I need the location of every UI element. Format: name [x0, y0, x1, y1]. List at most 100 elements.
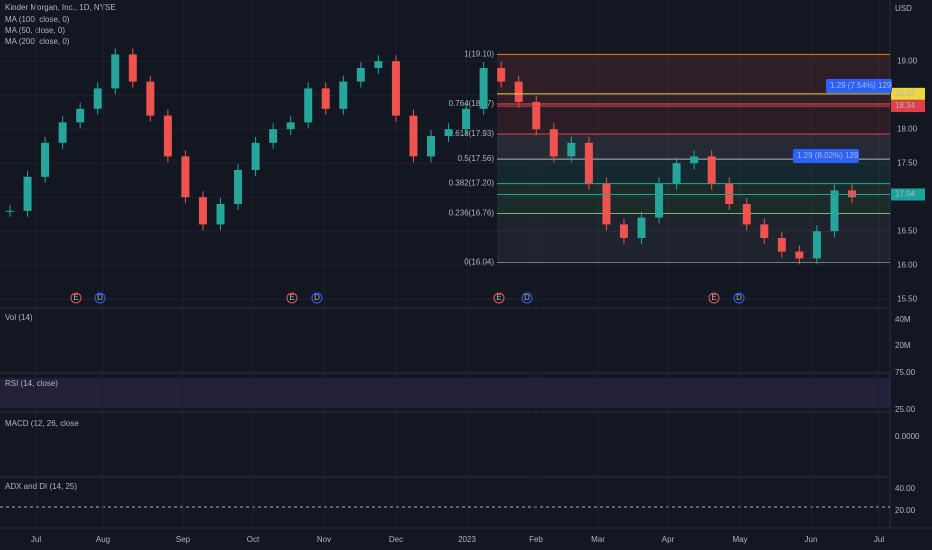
event-label: E — [73, 293, 78, 302]
price-badge — [891, 87, 925, 100]
x-tick-label: Oct — [247, 535, 260, 544]
measure-label: 1.29 (8.02%) 129 — [797, 151, 859, 160]
rsi-band — [0, 378, 890, 408]
candle — [374, 61, 383, 68]
candle — [777, 238, 786, 252]
candle — [444, 129, 453, 136]
pane-tick-label: 0.0000 — [895, 432, 920, 441]
candle — [567, 142, 576, 157]
candle — [427, 136, 435, 157]
candle — [58, 122, 67, 143]
fib-label: 0.764(18.37) — [449, 99, 495, 108]
symbol: Kinder Morgan, Inc., 1D, NYSE — [5, 3, 116, 12]
candle — [672, 163, 681, 184]
event-label: D — [524, 293, 530, 302]
candle — [742, 204, 751, 225]
candle — [725, 183, 734, 204]
candle — [637, 217, 646, 238]
event-marker — [70, 292, 82, 304]
measure-box — [826, 79, 892, 93]
fib-label: 1(19.10) — [464, 50, 494, 59]
pane-title: ADX and DI (14, 25) — [5, 482, 77, 491]
fib-label: 0.618(17.93) — [449, 129, 495, 138]
measure-box — [793, 149, 859, 163]
event-marker — [733, 292, 745, 304]
fib-label: 0.236(16.76) — [449, 209, 495, 218]
candle — [23, 176, 32, 211]
y-tick-label: 17.50 — [897, 158, 918, 167]
measure-label: 1.29 (7.54%) 129 — [830, 81, 892, 90]
candle — [163, 115, 172, 157]
pane-tick-label: 25.00 — [895, 405, 916, 414]
y-tick-label: 15.50 — [897, 294, 918, 303]
x-tick-label: 2023 — [458, 535, 476, 544]
candle — [619, 224, 628, 238]
event-marker — [493, 292, 505, 304]
currency: USD — [895, 4, 912, 13]
event-label: E — [711, 293, 716, 302]
fib-zone — [497, 104, 890, 134]
candle — [198, 197, 207, 225]
candle — [812, 231, 821, 259]
candle — [286, 122, 295, 130]
price-badge-label: 18.34 — [895, 101, 916, 110]
x-tick-label: Nov — [317, 535, 331, 544]
event-label: D — [736, 293, 742, 302]
candle — [760, 224, 769, 238]
x-tick-label: Jul — [874, 535, 884, 544]
candle — [655, 183, 664, 218]
x-tick-label: Apr — [662, 535, 675, 544]
event-label: D — [314, 293, 320, 302]
pane-tick-label: 40M — [895, 315, 911, 324]
candle — [339, 81, 348, 109]
event-label: E — [289, 293, 294, 302]
candle — [690, 156, 699, 164]
price-badge — [891, 188, 925, 201]
event-marker — [311, 292, 323, 304]
candle — [532, 102, 541, 130]
pane-title: Vol (14) — [5, 313, 33, 322]
x-tick-label: Feb — [529, 535, 543, 544]
pane-tick-label: 75.00 — [895, 368, 916, 377]
candle — [356, 68, 365, 82]
fib-label: 0.5(17.56) — [458, 154, 495, 163]
price-badge — [891, 100, 925, 113]
event-label: D — [97, 293, 103, 302]
candle — [93, 88, 102, 109]
candle — [830, 190, 839, 232]
candle — [409, 115, 418, 157]
y-tick-label: 19.00 — [897, 56, 918, 65]
candle — [795, 251, 804, 259]
indicator: MA (200, close, 0) — [5, 37, 70, 46]
candle — [76, 108, 85, 123]
candle — [391, 61, 400, 116]
pane-tick-label: 40.00 — [895, 484, 916, 493]
x-tick-label: Sep — [176, 535, 191, 544]
candle — [251, 142, 260, 170]
y-tick-label: 18.00 — [897, 124, 918, 133]
candle — [514, 81, 523, 102]
price-badge-label: 17.04 — [895, 190, 916, 199]
fib-zone — [497, 54, 890, 105]
event-marker — [94, 292, 106, 304]
event-marker — [521, 292, 533, 304]
event-label: E — [496, 293, 501, 302]
pane-tick-label: 20.00 — [895, 506, 916, 515]
x-tick-label: May — [732, 535, 747, 544]
candle — [128, 54, 137, 82]
x-tick-label: Aug — [96, 535, 110, 544]
candle — [584, 142, 593, 184]
candle — [6, 210, 14, 212]
indicator: MA (50, close, 0) — [5, 26, 65, 35]
x-tick-label: Dec — [389, 535, 403, 544]
candle — [321, 88, 330, 109]
candle — [497, 68, 506, 82]
y-tick-label: 16.50 — [897, 226, 918, 235]
candle — [602, 183, 611, 225]
fib-label: 0.382(17.20) — [449, 179, 495, 188]
candle — [234, 170, 243, 204]
fib-zone — [497, 213, 890, 263]
candle — [216, 204, 225, 225]
